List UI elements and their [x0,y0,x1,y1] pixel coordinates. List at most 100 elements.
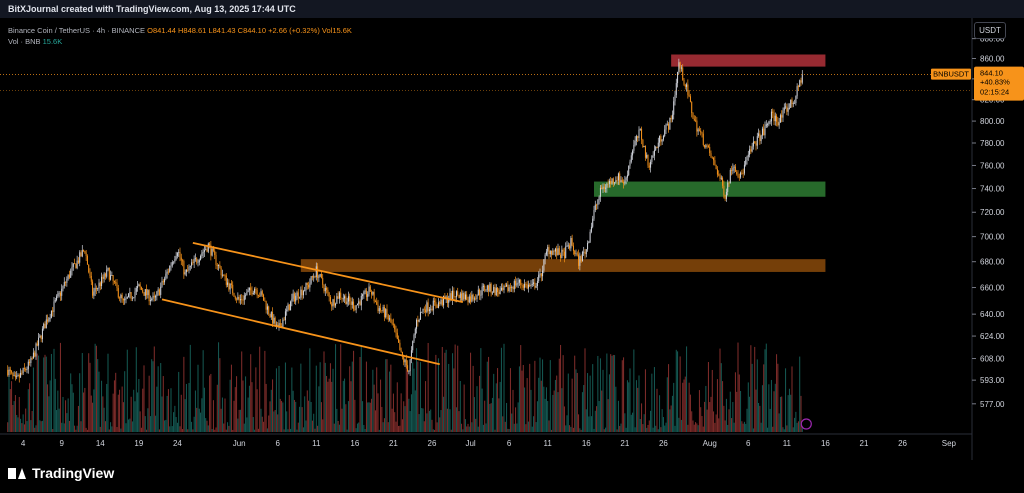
candle-body[interactable] [626,175,628,178]
candle-body[interactable] [761,128,763,136]
candle-body[interactable] [246,292,248,296]
candle-body[interactable] [327,289,329,293]
candle-body[interactable] [538,274,540,282]
candle-body[interactable] [192,262,194,264]
candle-body[interactable] [440,299,442,304]
candle-body[interactable] [682,67,684,80]
candle-body[interactable] [625,177,627,181]
candle-body[interactable] [596,204,598,206]
candle-body[interactable] [80,252,82,257]
candle-body[interactable] [202,251,204,254]
candle-body[interactable] [710,153,712,158]
candle-body[interactable] [116,282,118,289]
candle-body[interactable] [452,290,454,301]
candle-body[interactable] [650,161,652,168]
candle-body[interactable] [646,154,648,158]
candle-body[interactable] [71,266,73,271]
candle-body[interactable] [643,146,645,148]
candle-body[interactable] [182,260,184,262]
candle-body[interactable] [328,292,330,297]
candle-body[interactable] [602,186,604,190]
candle-body[interactable] [500,287,502,291]
candle-body[interactable] [412,341,414,351]
candle-body[interactable] [736,171,738,175]
candle-body[interactable] [210,245,212,256]
candle-body[interactable] [692,113,694,119]
candle-body[interactable] [70,270,72,278]
candle-body[interactable] [529,284,531,287]
candle-body[interactable] [232,284,234,294]
candle-body[interactable] [237,296,239,300]
candle-body[interactable] [578,254,580,266]
candle-body[interactable] [619,173,621,183]
candle-body[interactable] [290,301,292,311]
candle-body[interactable] [238,296,240,301]
candle-body[interactable] [486,285,488,290]
candle-body[interactable] [21,372,23,374]
candle-body[interactable] [588,241,590,243]
candle-body[interactable] [349,296,351,302]
candle-body[interactable] [655,146,657,151]
candle-body[interactable] [549,250,551,255]
candle-body[interactable] [97,288,99,290]
candle-body[interactable] [580,256,582,262]
candle-body[interactable] [142,289,144,293]
candle-body[interactable] [394,324,396,330]
candle-body[interactable] [362,294,364,296]
candle-body[interactable] [9,369,11,372]
candle-body[interactable] [381,310,383,312]
candle-body[interactable] [128,293,130,298]
candle-body[interactable] [27,361,29,370]
candle-body[interactable] [639,128,641,130]
candle-body[interactable] [587,242,589,250]
candle-body[interactable] [113,280,115,283]
chart-frame[interactable]: 880.00860.00840.00820.00800.00780.00760.… [0,18,1024,460]
candle-body[interactable] [102,276,104,279]
candle-body[interactable] [691,101,693,114]
candle-body[interactable] [678,62,680,73]
candle-body[interactable] [52,310,54,312]
candle-body[interactable] [623,182,625,184]
candle-body[interactable] [279,323,281,327]
candle-body[interactable] [637,136,639,138]
candle-body[interactable] [446,296,448,303]
candle-body[interactable] [506,284,508,287]
candle-body[interactable] [50,310,52,318]
candle-body[interactable] [380,308,382,311]
candle-body[interactable] [652,155,654,157]
candle-body[interactable] [323,284,325,292]
candle-body[interactable] [164,278,166,283]
candle-body[interactable] [531,283,533,285]
candle-body[interactable] [31,358,33,360]
lightning-icon[interactable] [800,418,812,430]
candle-body[interactable] [351,301,353,305]
candle-body[interactable] [149,300,151,302]
candle-body[interactable] [704,144,706,148]
candle-body[interactable] [174,259,176,262]
candle-body[interactable] [656,146,658,148]
candle-body[interactable] [795,96,797,104]
candle-body[interactable] [575,253,577,255]
candle-body[interactable] [601,187,603,190]
candle-body[interactable] [464,294,466,300]
candle-body[interactable] [209,243,211,246]
candle-body[interactable] [641,128,643,140]
candle-body[interactable] [421,311,423,313]
candle-body[interactable] [615,180,617,183]
candle-body[interactable] [556,248,558,256]
candle-body[interactable] [251,290,253,295]
candle-body[interactable] [247,290,249,293]
candle-body[interactable] [93,291,95,296]
candle-body[interactable] [666,123,668,125]
candle-body[interactable] [314,276,316,278]
candle-body[interactable] [705,145,707,148]
candle-body[interactable] [551,250,553,255]
candle-body[interactable] [763,128,765,136]
candle-body[interactable] [201,253,203,257]
candle-body[interactable] [728,182,730,184]
candle-body[interactable] [101,276,103,287]
candle-body[interactable] [665,124,667,130]
candle-body[interactable] [365,290,367,297]
candle-body[interactable] [313,276,315,278]
candle-body[interactable] [565,246,567,259]
